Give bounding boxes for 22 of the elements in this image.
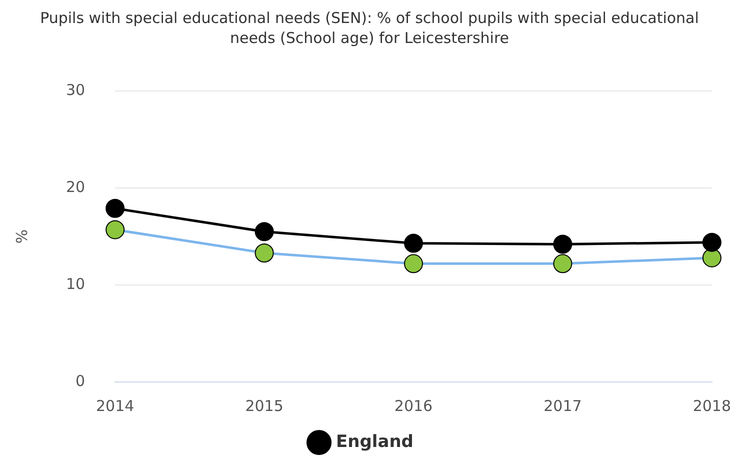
y-tick-label: 30	[66, 80, 86, 99]
x-tick-label: 2014	[96, 396, 134, 415]
x-tick-label: 2018	[692, 396, 732, 415]
y-tick-label: 0	[76, 372, 86, 390]
point	[553, 254, 572, 274]
point	[106, 220, 125, 240]
x-tick-label: 2016	[394, 396, 433, 415]
x-tick-label: 2017	[544, 396, 582, 415]
point	[404, 254, 423, 274]
y-tick-label: 20	[66, 178, 86, 196]
point	[106, 198, 125, 218]
y-axis-title: %	[12, 229, 31, 244]
x-tick-label: 2015	[245, 396, 284, 415]
point	[702, 248, 722, 268]
legend-label: England	[336, 432, 414, 452]
point	[553, 234, 572, 254]
y-tick-label: 10	[66, 274, 86, 293]
point	[254, 222, 274, 242]
point	[404, 234, 423, 253]
chart-title: Pupils with special educational needs (SEN): % of school pupils with special educational needs (School age) for Leicestershire	[40, 8, 700, 49]
point	[702, 232, 722, 252]
point	[254, 243, 274, 262]
